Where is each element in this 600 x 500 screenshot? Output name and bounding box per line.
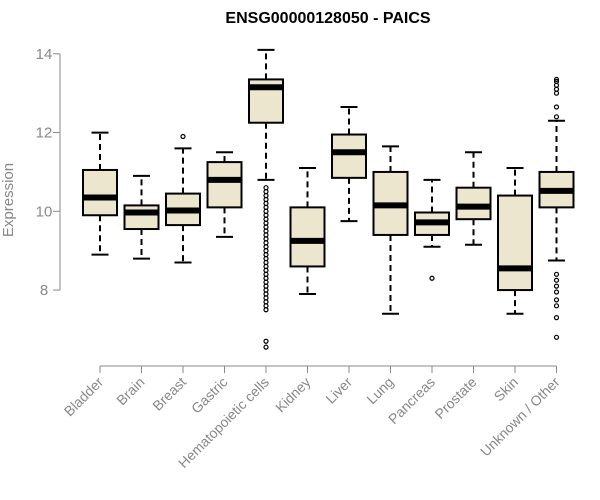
chart-title: ENSG00000128050 - PAICS (225, 10, 430, 27)
box (82, 168, 118, 217)
outlier-point (553, 277, 560, 283)
y-tick-label: 14 (36, 46, 53, 63)
outlier-point (263, 338, 269, 344)
outlier-point (553, 271, 560, 277)
box-group (538, 76, 575, 340)
box-group (82, 131, 118, 256)
outlier-point (553, 303, 560, 309)
outlier-point (263, 344, 269, 350)
y-tick-label: 10 (36, 203, 53, 220)
x-tick-label: Kidney (272, 374, 314, 416)
outlier-point (180, 133, 186, 140)
box-group (289, 167, 326, 295)
x-tick-label: Breast (149, 374, 189, 414)
x-tick-label: Liver (322, 374, 355, 407)
x-tick-label: Skin (491, 374, 522, 405)
box-group (165, 133, 201, 264)
outlier-point (553, 297, 560, 303)
box-group (372, 145, 409, 315)
box-series (82, 48, 575, 350)
y-axis: 8 10 12 14 (36, 46, 61, 299)
x-tick-label: Brain (113, 374, 147, 408)
box (206, 161, 243, 209)
outlier-point (553, 90, 560, 96)
box (289, 206, 326, 268)
box-group (497, 167, 533, 315)
y-tick-label: 12 (36, 125, 53, 142)
box-group (123, 174, 160, 260)
outlier-point (553, 76, 560, 83)
outlier-point (553, 114, 560, 120)
box-group (455, 151, 492, 246)
y-axis-label: Expression (0, 163, 17, 237)
outlier-point (553, 315, 560, 321)
box-group (206, 151, 243, 238)
box (123, 204, 160, 231)
x-tick-label: Bladder (61, 374, 107, 420)
box (497, 194, 533, 292)
outlier-point (429, 275, 435, 281)
outlier-point (263, 307, 269, 313)
x-tick-label: Unknown / Other (477, 374, 563, 460)
box-group (414, 178, 450, 281)
outlier-point (553, 334, 560, 340)
box (455, 186, 492, 221)
box-group (331, 105, 367, 223)
outlier-point (553, 289, 560, 295)
outlier-point (553, 283, 560, 289)
box (331, 133, 367, 179)
y-tick-label: 8 (40, 282, 48, 299)
x-tick-label: Lung (363, 374, 396, 407)
x-tick-label: Prostate (431, 374, 479, 422)
box-group (248, 48, 284, 350)
outlier-point (553, 104, 560, 110)
